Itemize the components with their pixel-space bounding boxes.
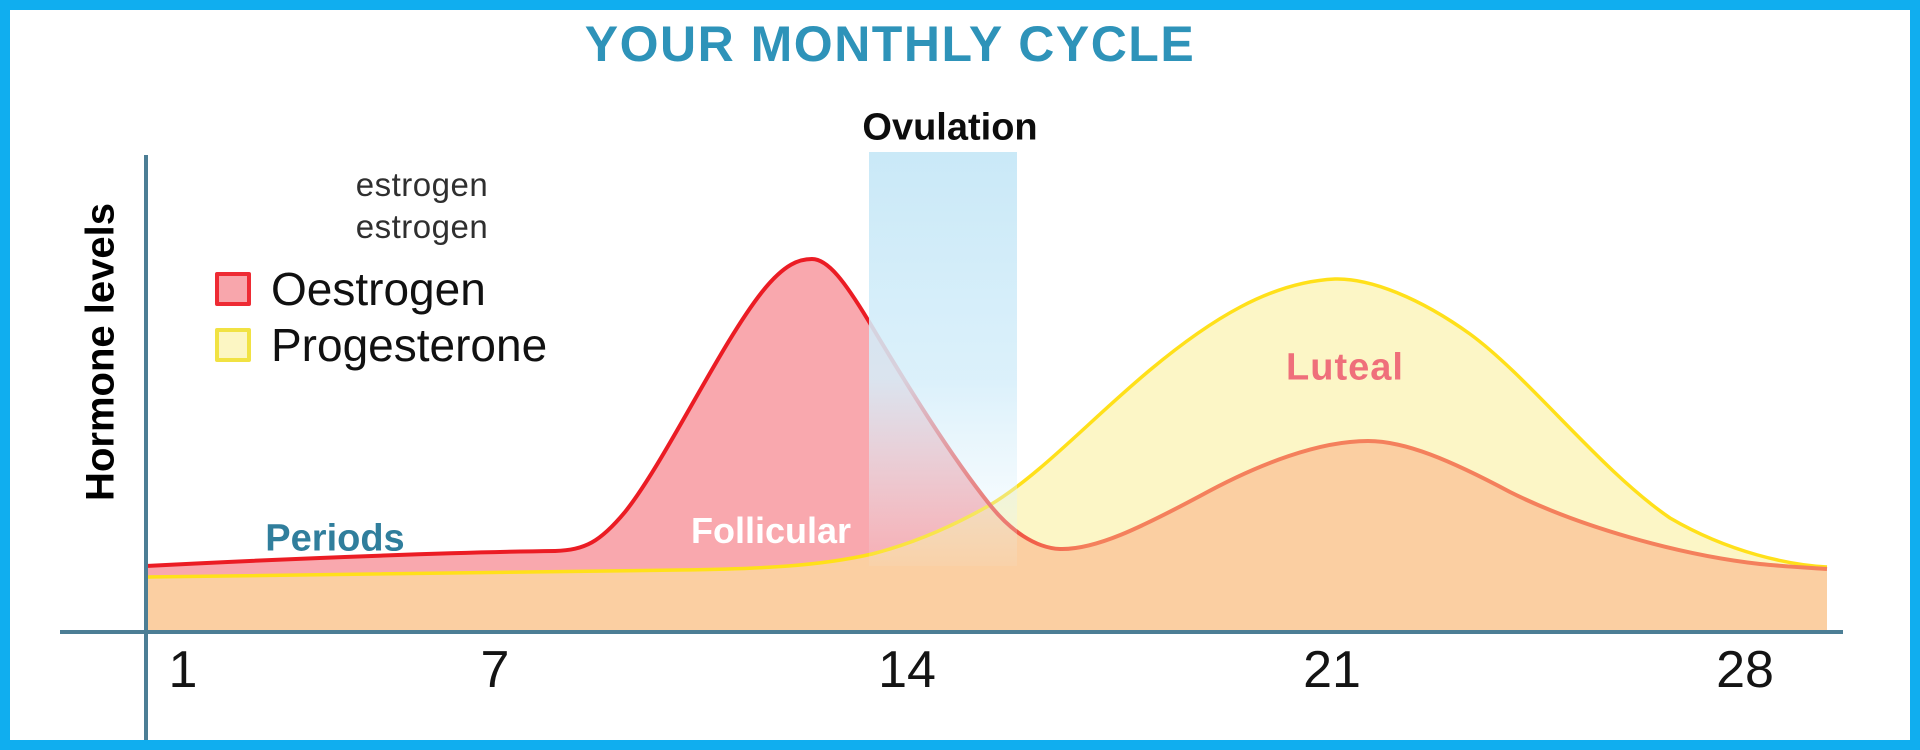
phase-label-periods: Periods	[265, 517, 405, 560]
progesterone-area	[990, 278, 1827, 569]
legend-label-oestrogen: Oestrogen	[271, 263, 486, 315]
phase-label-follicular: Follicular	[690, 510, 852, 551]
ovulation-band	[869, 152, 1017, 566]
estrogen-note-1: estrogen	[355, 166, 489, 203]
x-tick-7: 7	[480, 641, 510, 699]
page-title: YOUR MONTHLY CYCLE	[584, 16, 1196, 72]
oestrogen-swatch-icon	[215, 272, 251, 306]
phase-label-luteal: Luteal	[1286, 346, 1404, 389]
progesterone-swatch-icon	[215, 328, 251, 362]
legend-item-progesterone: Progesterone	[215, 319, 548, 371]
x-tick-28: 28	[1716, 641, 1774, 699]
y-axis-label: Hormone levels	[78, 203, 123, 501]
progesterone-line	[145, 277, 1828, 579]
x-tick-14: 14	[878, 641, 936, 699]
ovulation-label: Ovulation	[862, 106, 1038, 149]
legend-label-progesterone: Progesterone	[271, 319, 548, 371]
x-tick-1: 1	[168, 641, 198, 699]
estrogen-area	[146, 259, 990, 577]
x-tick-21: 21	[1303, 641, 1361, 699]
legend-item-oestrogen: Oestrogen	[215, 263, 486, 315]
estrogen-note-2: estrogen	[355, 208, 489, 245]
